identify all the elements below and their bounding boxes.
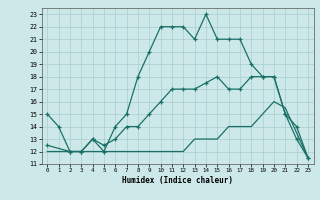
X-axis label: Humidex (Indice chaleur): Humidex (Indice chaleur) — [122, 176, 233, 185]
